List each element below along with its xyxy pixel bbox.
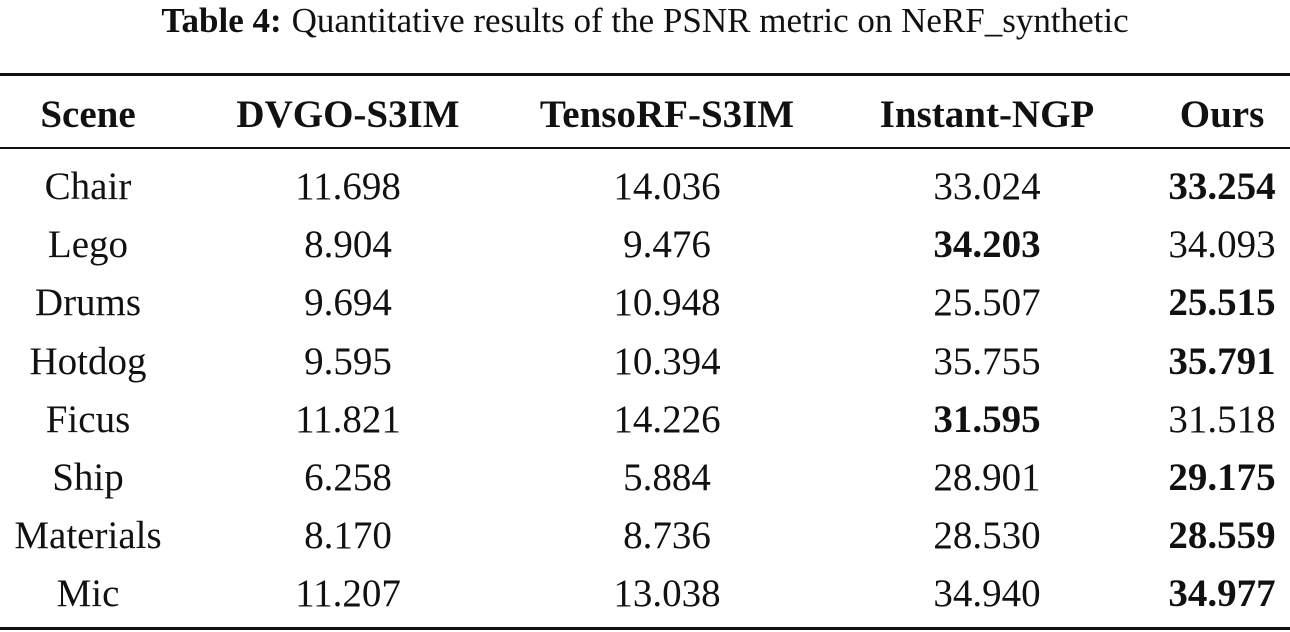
scene-cell: Mic [56,572,120,616]
value-cell: 25.507 [933,281,1041,325]
value-cell: 11.207 [295,572,401,616]
value-cell: 5.884 [623,456,711,499]
value-cell: 33.254 [1168,165,1276,208]
value-cell: 8.904 [304,223,392,267]
scene-cell: Lego [47,223,129,267]
value-cell: 10.948 [613,281,721,325]
header-cell: Ours [1179,93,1265,136]
value-cell: 34.093 [1168,223,1276,267]
scene-cell: Drums [34,281,142,325]
value-cell: 14.226 [613,397,721,441]
scene-cell: Ship [52,456,124,499]
scene-cell: Ficus [45,397,131,441]
value-cell: 34.203 [933,223,1041,267]
caption-label: Table 4: [161,1,282,40]
value-cell: 13.038 [613,572,721,616]
value-cell: 29.175 [1168,456,1276,499]
value-cell: 35.791 [1168,339,1276,383]
value-cell: 6.258 [304,456,392,499]
header-cell: DVGO-S3IM [236,93,460,136]
header-rule [0,147,1290,149]
value-cell: 8.170 [304,514,392,558]
value-cell: 28.559 [1168,514,1276,558]
value-cell: 10.394 [613,339,721,383]
value-cell: 33.024 [933,165,1041,208]
value-cell: 25.515 [1168,281,1276,325]
value-cell: 8.736 [623,514,711,558]
value-cell: 28.530 [933,514,1041,558]
scene-cell: Materials [14,514,162,558]
bottom-rule [0,627,1290,630]
value-cell: 9.595 [304,339,392,383]
header-cell: TensoRF-S3IM [539,93,795,136]
value-cell: 11.698 [295,165,401,208]
value-cell: 28.901 [933,456,1041,499]
value-cell: 14.036 [613,165,721,208]
value-cell: 11.821 [295,397,401,441]
scene-cell: Hotdog [29,339,147,383]
value-cell: 34.977 [1168,572,1276,616]
value-cell: 35.755 [933,339,1041,383]
header-cell: Instant-NGP [879,93,1095,136]
value-cell: 34.940 [933,572,1041,616]
value-cell: 9.694 [304,281,392,325]
table-caption: Table 4: Quantitative results of the PSNR… [0,0,1290,42]
value-cell: 9.476 [623,223,711,267]
caption-text: Quantitative results of the PSNR metric … [291,1,1129,40]
value-cell: 31.595 [933,397,1041,441]
value-cell: 31.518 [1168,397,1276,441]
top-rule [0,73,1290,76]
scene-cell: Chair [44,165,132,208]
header-cell: Scene [40,93,136,136]
